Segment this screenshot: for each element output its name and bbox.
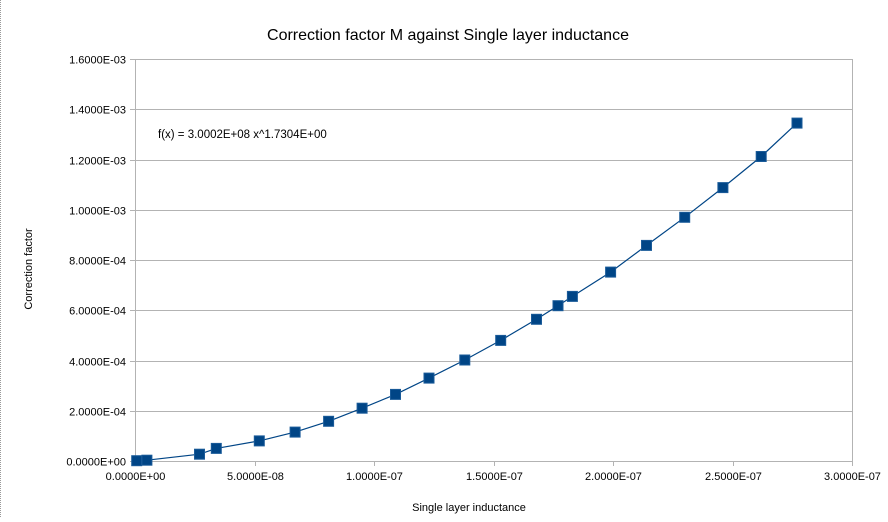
data-point — [253, 435, 265, 447]
y-tick-label: 1.6000E-03 — [69, 55, 126, 67]
data-point — [141, 454, 153, 466]
series-line — [136, 122, 798, 462]
data-point — [210, 442, 222, 454]
data-point — [194, 448, 205, 460]
y-tick-label: 1.2000E-03 — [69, 156, 126, 168]
x-tick-label: 5.0000E-08 — [227, 471, 284, 483]
data-point — [323, 415, 335, 427]
data-point — [791, 117, 803, 129]
data-point — [289, 426, 301, 438]
data-point — [679, 211, 691, 223]
x-axis-title: Single layer inductance — [412, 502, 526, 514]
x-tick-label: 3.0000E-07 — [824, 471, 881, 483]
data-point — [459, 354, 471, 366]
y-tick-label: 8.0000E-04 — [69, 256, 126, 268]
data-point — [641, 239, 652, 251]
y-tick-label: 6.0000E-04 — [69, 306, 126, 318]
left-dotted-border — [0, 0, 2, 517]
data-point — [495, 334, 507, 346]
data-point — [531, 313, 542, 325]
data-point — [605, 266, 617, 278]
data-point — [356, 402, 368, 414]
data-point — [566, 290, 578, 302]
data-point — [717, 182, 729, 194]
data-point — [755, 151, 767, 162]
y-tick-label: 1.0000E-03 — [69, 206, 126, 218]
data-point — [423, 372, 435, 384]
x-tick-label: 2.0000E-07 — [585, 471, 642, 483]
gridlines — [135, 59, 852, 462]
data-point — [390, 388, 401, 400]
x-tick-label: 1.0000E-07 — [346, 471, 403, 483]
y-tick-label: 4.0000E-04 — [69, 357, 126, 369]
x-tick-label: 2.5000E-07 — [705, 471, 762, 483]
axes — [130, 59, 853, 466]
data-markers — [131, 117, 803, 467]
x-tick-label: 0.0000E+00 — [106, 471, 166, 483]
data-point — [552, 300, 564, 312]
y-tick-label: 1.4000E-03 — [69, 105, 126, 117]
data-point — [131, 455, 143, 467]
y-tick-label: 0.0000E+00 — [66, 457, 126, 469]
y-axis-title: Correction factor — [23, 228, 35, 310]
y-tick-label: 2.0000E-04 — [69, 407, 126, 419]
tick-labels: 0.0000E+00 2.0000E-04 4.0000E-04 6.0000E-04… — [66, 55, 881, 484]
chart-title: Correction factor M against Single layer… — [267, 27, 629, 44]
trendline-equation: f(x) = 3.0002E+08 x^1.7304E+00 — [158, 129, 327, 141]
x-tick-label: 1.5000E-07 — [466, 471, 523, 483]
trendline-layer — [136, 122, 798, 462]
